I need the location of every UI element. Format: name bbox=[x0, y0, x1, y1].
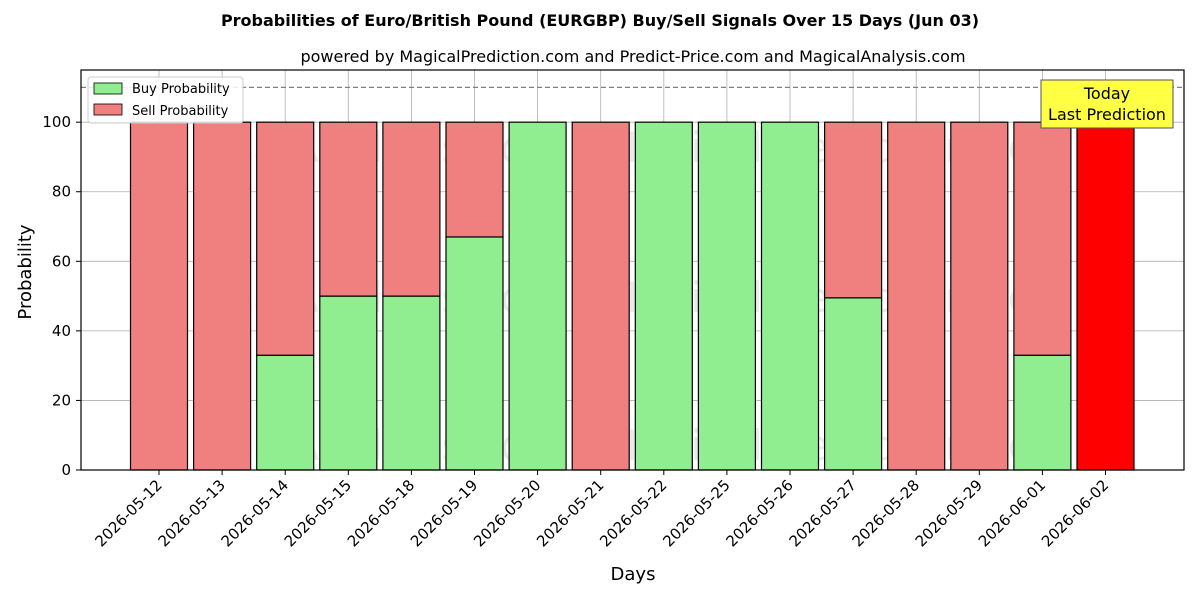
today-annotation-line2: Last Prediction bbox=[1048, 105, 1166, 124]
sell-bar-highlight bbox=[1076, 121, 1135, 471]
buy-bar bbox=[508, 121, 567, 471]
buy-bar bbox=[697, 121, 757, 471]
plot-frame bbox=[80, 69, 1185, 471]
sell-bar bbox=[129, 121, 189, 471]
y-axis-ticks: 0 20 40 60 80 100 bbox=[42, 113, 81, 479]
legend-sell-label: Sell Probability bbox=[132, 104, 229, 119]
sell-bar bbox=[382, 121, 441, 297]
buy-bar bbox=[1013, 354, 1072, 471]
buy-bar bbox=[634, 121, 693, 471]
y-tick-label: 0 bbox=[61, 461, 71, 479]
legend-buy-swatch bbox=[93, 82, 123, 95]
y-tick-label: 100 bbox=[42, 113, 71, 131]
y-tick-label: 60 bbox=[52, 252, 71, 270]
buy-bar bbox=[823, 297, 883, 471]
buy-bar bbox=[760, 121, 820, 471]
sell-bar bbox=[1013, 121, 1072, 356]
sell-bar bbox=[256, 121, 315, 356]
sell-bar bbox=[571, 121, 630, 471]
sell-bar bbox=[823, 121, 883, 299]
y-axis-label: Probability bbox=[15, 224, 36, 319]
x-axis-label: Days bbox=[611, 564, 656, 585]
sell-bar bbox=[887, 121, 946, 471]
legend-buy-label: Buy Probability bbox=[132, 82, 230, 97]
buy-bar bbox=[445, 236, 504, 471]
sell-bar bbox=[445, 121, 504, 238]
sell-bar bbox=[950, 121, 1009, 471]
today-annotation-line1: Today bbox=[1083, 84, 1130, 103]
legend-sell-swatch bbox=[93, 103, 123, 116]
sell-bar bbox=[319, 121, 378, 297]
y-tick-label: 40 bbox=[52, 322, 71, 340]
chart-title: Probabilities of Euro/British Pound (EUR… bbox=[221, 11, 979, 30]
today-annotation: Today Last Prediction bbox=[1040, 79, 1174, 129]
legend: Buy Probability Sell Probability bbox=[87, 76, 244, 124]
legend-box bbox=[87, 76, 244, 124]
y-tick-label: 80 bbox=[52, 183, 71, 201]
buy-bar bbox=[382, 295, 441, 471]
buy-bar bbox=[256, 354, 315, 471]
chart-subtitle: powered by MagicalPrediction.com and Pre… bbox=[300, 47, 965, 66]
sell-bar bbox=[193, 121, 252, 471]
y-tick-label: 20 bbox=[52, 391, 71, 409]
today-annotation-box bbox=[1040, 79, 1174, 129]
buy-bar bbox=[319, 295, 378, 471]
